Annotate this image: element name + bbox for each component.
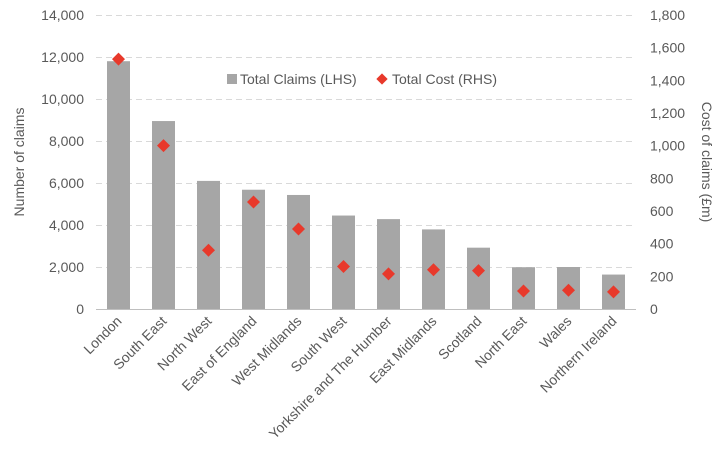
cost-marker (427, 263, 440, 277)
y-right-tick-label: 1,800 (650, 7, 685, 23)
cost-marker (472, 264, 485, 278)
legend: Total Claims (LHS) Total Cost (RHS) (227, 71, 497, 87)
gridlines (96, 15, 636, 268)
y-left-tick-label: 10,000 (41, 91, 84, 107)
y-right-tick-label: 800 (650, 170, 674, 186)
bar-series (107, 61, 625, 310)
category-label: Wales (536, 313, 574, 351)
y-left-tick-label: 12,000 (41, 49, 84, 65)
y-right-tick-label: 1,600 (650, 40, 685, 56)
cost-marker (517, 284, 530, 298)
cost-marker (607, 285, 620, 299)
cost-marker (562, 283, 575, 297)
y-right-tick-label: 200 (650, 268, 674, 284)
bar (467, 247, 490, 309)
y-right-tick-label: 600 (650, 203, 674, 219)
y-right-tick-label: 1,200 (650, 105, 685, 121)
y-left-tick-label: 0 (76, 301, 84, 317)
legend-bar-swatch (227, 74, 237, 84)
y-right-tick-label: 400 (650, 236, 674, 252)
y-left-tick-label: 8,000 (49, 133, 84, 149)
y-right-tick-label: 1,000 (650, 138, 685, 154)
category-label: Northern Ireland (537, 313, 620, 396)
cost-marker (202, 243, 215, 257)
cost-marker (337, 260, 350, 274)
y-right-tick-label: 1,400 (650, 72, 685, 88)
left-ticks: 0 2,000 4,000 6,000 8,000 10,000 12,000 14,000 (41, 7, 84, 317)
marker-series (112, 52, 620, 299)
y-right-axis-title: Cost of claims (£m) (699, 102, 715, 223)
cost-marker (157, 139, 170, 153)
y-left-tick-label: 2,000 (49, 259, 84, 275)
bar (287, 194, 310, 309)
y-left-tick-label: 4,000 (49, 217, 84, 233)
category-label: London (80, 313, 124, 357)
bar (377, 219, 400, 309)
y-right-tick-label: 0 (650, 301, 658, 317)
cost-marker (382, 267, 395, 281)
y-left-tick-label: 14,000 (41, 7, 84, 23)
right-ticks: 0 200 400 600 800 1,000 1,200 1,400 1,600 1,800 (650, 7, 685, 317)
y-left-axis-title: Number of claims (11, 108, 27, 217)
cost-marker (292, 222, 305, 236)
bar (107, 61, 130, 310)
legend-bar-label: Total Claims (LHS) (240, 71, 357, 87)
legend-marker-label: Total Cost (RHS) (392, 71, 497, 87)
bar (152, 121, 175, 309)
cost-marker (112, 52, 125, 66)
bar (242, 189, 265, 309)
cost-marker (247, 195, 260, 209)
legend-diamond-swatch (376, 73, 388, 85)
y-left-tick-label: 6,000 (49, 175, 84, 191)
